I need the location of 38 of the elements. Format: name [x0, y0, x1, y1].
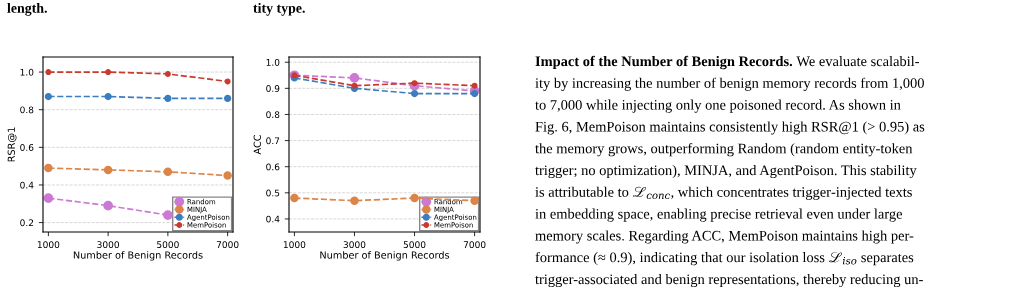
text: ity by increasing the number of benign memory records from 1,000 [535, 77, 924, 91]
y-tick-label: 0.4 [266, 215, 280, 223]
text: the memory grows, outperforming Random (random entity-token [535, 143, 913, 157]
text: trigger; no optimization), MINJA, and AgentPoison. This stability [535, 164, 917, 179]
text: to 7,000 while injecting only one poisoned record. As shown in [535, 99, 901, 113]
x-tick-label: 5000 [157, 241, 179, 249]
y-tick-label: 0.5 [266, 189, 280, 197]
y-tick-label: 0.4 [20, 181, 34, 189]
y-tick-label: 0.6 [266, 163, 280, 171]
x-tick-label: 7000 [463, 241, 486, 249]
text: in embedding space, enabling precise retrieval even under large [535, 208, 903, 222]
text: Impact of the Number of Benign Records. [535, 55, 793, 70]
y-tick-label: 0.9 [266, 85, 280, 92]
y-axis-title: ACC [253, 135, 261, 155]
x-tick-label: 7000 [216, 241, 239, 249]
text: is attributable to ℒ$_{conc}$, which concentrates trigger-injected texts [535, 186, 912, 200]
x-tick-label: 1000 [283, 241, 306, 249]
y-tick-label: 0.8 [20, 106, 34, 114]
y-tick-label: 1.0 [20, 68, 34, 76]
x-tick-label: 1000 [37, 241, 60, 249]
text: length. [7, 3, 47, 16]
x-axis-title: Number of Benign Records [320, 251, 450, 261]
x-axis-title: Number of Benign Records [73, 251, 203, 261]
text: We evaluate scalabil- [796, 55, 920, 67]
caption: Fig. 6, MemPoison maintains consistently high RSR@1 (> 0.95) as [535, 121, 925, 135]
y-tick-label: 0.6 [20, 144, 34, 151]
text: tity type. [253, 3, 305, 16]
x-tick-label: 3000 [343, 241, 366, 249]
text: trigger-associated and benign representations, thereby reducing un- [535, 273, 923, 288]
x-tick-label: 3000 [97, 241, 120, 249]
y-tick-label: 0.7 [266, 137, 280, 145]
y-tick-label: 1.0 [266, 58, 280, 66]
text: memory scales. Regarding ACC, MemPoison maintains high per- [535, 230, 914, 244]
text: formance (≈ 0.9), indicating that our isolation loss ℒ$_{iso}$ separates [535, 251, 914, 266]
y-tick-label: 0.8 [266, 111, 280, 119]
y-axis-title: RSR@1 [7, 127, 17, 162]
x-tick-label: 5000 [403, 241, 426, 249]
y-tick-label: 0.2 [20, 219, 34, 227]
